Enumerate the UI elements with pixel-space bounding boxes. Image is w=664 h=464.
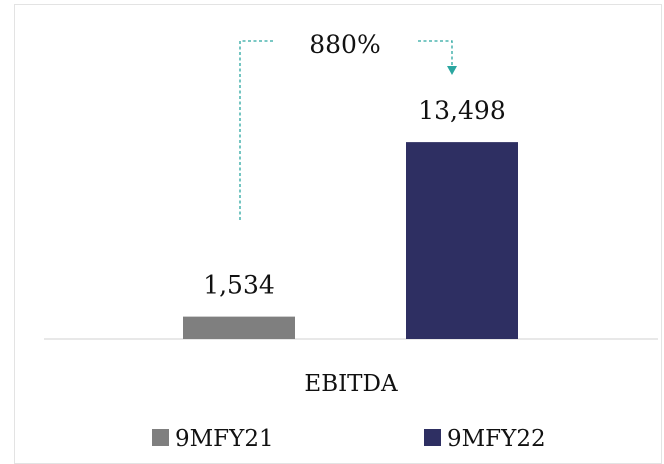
chart-frame (14, 4, 662, 464)
growth-arrow-left-segment (239, 40, 275, 220)
data-label-9mfy22: 13,498 (418, 96, 505, 125)
legend-label-9mfy21: 9MFY21 (175, 426, 274, 452)
category-label: EBITDA (304, 371, 398, 397)
bar-9mfy22 (406, 142, 518, 339)
growth-arrow-right-segment (418, 40, 453, 66)
data-label-9mfy21: 1,534 (203, 271, 275, 300)
bar-9mfy21 (183, 316, 295, 339)
legend-swatch-9mfy21 (152, 429, 169, 446)
growth-arrow-head (447, 66, 457, 75)
legend-label-9mfy22: 9MFY22 (447, 426, 546, 452)
growth-annotation: 880% (309, 30, 380, 59)
legend-swatch-9mfy22 (424, 429, 441, 446)
